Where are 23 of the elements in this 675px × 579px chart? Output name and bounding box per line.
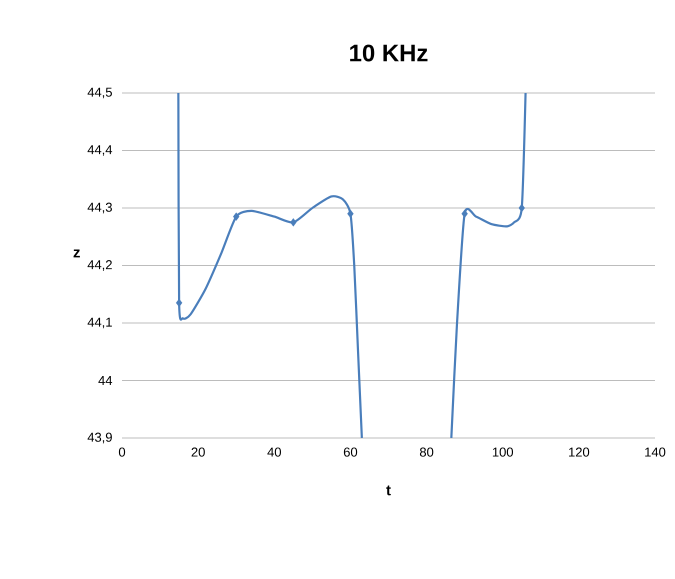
point: [518, 204, 525, 212]
point: [347, 210, 354, 218]
point: [233, 212, 240, 221]
y-axis-title: z: [74, 250, 80, 258]
y-tick-label: 44,4: [88, 145, 112, 156]
y-tick-label: 44: [98, 376, 112, 385]
point: [461, 210, 468, 218]
y-tick-label: 44,5: [88, 88, 112, 98]
y-tick-label: 43,9: [88, 432, 112, 444]
x-tick-label: 20: [192, 448, 205, 457]
x-tick-label: 100: [492, 448, 514, 457]
x-tick-label: 60: [344, 448, 358, 457]
y-tick-label: 44,2: [88, 260, 112, 271]
x-tick-label: 80: [420, 448, 434, 457]
x-tick-label: 120: [569, 448, 590, 457]
x-tick-label: 140: [645, 448, 666, 457]
x-tick-label: 40: [267, 448, 281, 457]
point: [290, 218, 297, 227]
x-axis-title: t: [386, 486, 391, 496]
y-tick-label: 44,3: [88, 202, 112, 214]
chart-title: 10 KHz: [350, 44, 428, 62]
x-tick-label: 0: [118, 448, 126, 457]
y-tick-label: 44,1: [88, 318, 112, 328]
